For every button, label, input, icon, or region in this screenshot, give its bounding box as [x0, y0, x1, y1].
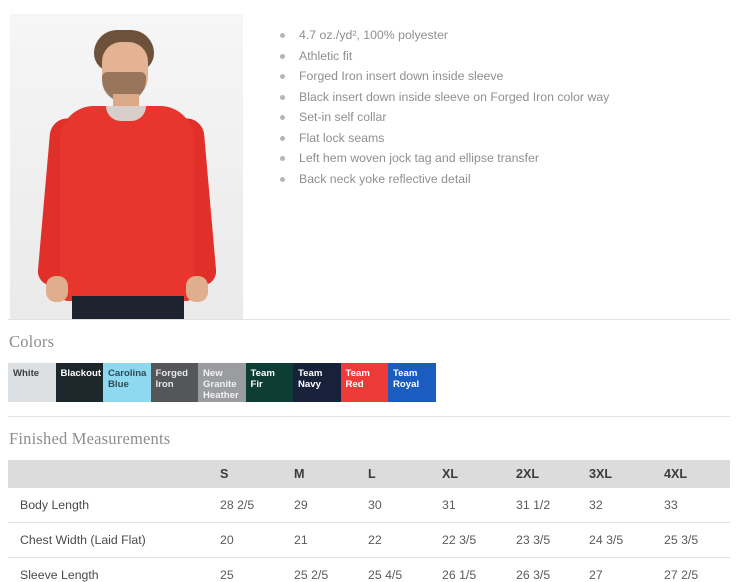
bullet-icon	[280, 176, 285, 182]
measurement-value: 27	[589, 568, 603, 582]
table-row: Chest Width (Laid Flat) 20 21 22 22 3/5 23 3/…	[8, 522, 730, 558]
product-feature-list: 4.7 oz./yd², 100% polyester Athletic fit F…	[280, 27, 738, 187]
color-swatch-label: Team Royal	[393, 368, 420, 390]
bullet-icon	[280, 156, 285, 161]
measurement-value: 26 3/5	[516, 568, 551, 582]
measurement-value: 31	[442, 488, 516, 523]
feature-text: Flat lock seams	[299, 130, 385, 145]
feature-item: Left hem woven jock tag and ellipse tran…	[280, 150, 738, 166]
color-swatch[interactable]: Forged Iron	[150, 363, 198, 402]
color-swatch-label: Carolina Blue	[108, 368, 147, 390]
color-swatch[interactable]: Carolina Blue	[103, 363, 151, 402]
measurement-value: 26 1/5	[442, 568, 477, 582]
divider-above-measurements	[8, 416, 730, 417]
color-swatch-label: Team Fir	[250, 368, 275, 390]
color-swatch-list: White Blackout Carolina Blue Forged Iron New…	[8, 363, 738, 402]
measurements-col-size: 2XL	[516, 460, 589, 488]
feature-text: Left hem woven jock tag and ellipse tran…	[299, 151, 539, 165]
model-shirt	[60, 106, 194, 301]
measurement-value: 29	[294, 488, 368, 523]
measurement-row-label: Body Length	[8, 488, 220, 523]
measurement-value: 23 3/5	[516, 522, 589, 558]
measurement-value: 25 4/5	[368, 568, 403, 582]
measurement-value: 30	[368, 488, 442, 523]
feature-text: Back neck yoke reflective detail	[299, 171, 471, 186]
measurement-value: 25 3/5	[664, 522, 730, 558]
model-collar	[106, 106, 146, 121]
measurements-col-size: 4XL	[664, 460, 730, 488]
measurement-value: 24 3/5	[589, 522, 664, 558]
measurements-col-size: S	[220, 460, 294, 488]
bullet-icon	[280, 94, 285, 100]
product-image[interactable]	[10, 14, 243, 319]
feature-text: 4.7 oz./yd², 100% polyester	[299, 28, 449, 42]
divider-above-colors	[8, 319, 730, 320]
model-pants	[72, 296, 184, 319]
color-swatch[interactable]: Team Fir	[245, 363, 293, 402]
feature-item: Athletic fit	[280, 48, 738, 64]
color-swatch-label: White	[13, 368, 40, 379]
product-overview: 4.7 oz./yd², 100% polyester Athletic fit F…	[10, 14, 738, 319]
measurement-value: 22 3/5	[442, 522, 516, 558]
measurement-row-label: Chest Width (Laid Flat)	[8, 522, 220, 558]
measurement-row-label: Sleeve Length	[20, 568, 99, 582]
feature-item: Forged Iron insert down inside sleeve	[280, 68, 738, 84]
colors-section: Colors White Blackout Carolina Blue Forged …	[0, 320, 738, 416]
measurements-col-size: M	[294, 460, 368, 488]
measurements-col-size: 3XL	[589, 460, 664, 488]
measurement-value: 25 2/5	[294, 568, 329, 582]
model-hand-right	[186, 276, 208, 302]
model-hand-left	[46, 276, 68, 302]
bullet-icon	[280, 135, 285, 141]
measurements-table-wrapper: S M L XL 2XL 3XL 4XL Body Length 28 2/5 29 30 31 31…	[8, 460, 730, 582]
measurements-col-label	[8, 460, 220, 488]
measurement-value: 20	[220, 522, 294, 558]
color-swatch[interactable]: Team Navy	[293, 363, 341, 402]
feature-item: Back neck yoke reflective detail	[280, 171, 738, 187]
measurements-heading: Finished Measurements	[9, 429, 171, 448]
color-swatch-label: Blackout	[60, 368, 102, 379]
feature-item: Black insert down inside sleeve on Forge…	[280, 89, 738, 105]
feature-text: Set-in self collar	[299, 110, 387, 124]
measurement-value: 33	[664, 488, 730, 523]
measurements-col-size: L	[368, 460, 442, 488]
measurement-value: 21	[294, 522, 368, 558]
measurement-value: 27 2/5	[664, 568, 699, 582]
colors-heading: Colors	[9, 332, 55, 351]
table-row: Body Length 28 2/5 29 30 31 31 1/2 32 33	[8, 488, 730, 523]
color-swatch[interactable]: White	[8, 363, 56, 402]
color-swatch-label: Team Navy	[298, 368, 323, 390]
feature-list-container: 4.7 oz./yd², 100% polyester Athletic fit F…	[243, 14, 738, 191]
feature-text: Forged Iron insert down inside sleeve	[299, 69, 504, 83]
bullet-icon	[280, 53, 285, 59]
color-swatch-label: Forged Iron	[155, 368, 189, 390]
measurements-col-size: XL	[442, 460, 516, 488]
feature-text: Athletic fit	[299, 48, 353, 63]
feature-item: Flat lock seams	[280, 130, 738, 146]
bullet-icon	[280, 115, 285, 120]
table-row: Sleeve Length 25 25 2/5 25 4/5 26 1/5 26 3/5 2…	[8, 558, 730, 582]
measurements-section: Finished Measurements S M L XL 2XL 3XL 4XL Bod…	[0, 417, 738, 582]
measurements-table: S M L XL 2XL 3XL 4XL Body Length 28 2/5 29 30 31 31…	[8, 460, 730, 582]
color-swatch[interactable]: Blackout	[55, 363, 103, 402]
feature-item: 4.7 oz./yd², 100% polyester	[280, 27, 738, 43]
measurement-value: 32	[589, 488, 664, 523]
measurement-value: 28 2/5	[220, 488, 294, 523]
measurement-value: 31 1/2	[516, 488, 589, 523]
bullet-icon	[280, 74, 285, 79]
bullet-icon	[280, 33, 285, 38]
feature-text: Black insert down inside sleeve on Forge…	[299, 89, 610, 104]
measurements-body: Body Length 28 2/5 29 30 31 31 1/2 32 33 Chest W…	[8, 488, 730, 582]
feature-item: Set-in self collar	[280, 109, 738, 125]
color-swatch-label: Team Red	[345, 368, 370, 390]
color-swatch-label: New Granite Heather	[203, 368, 239, 401]
color-swatch[interactable]: Team Red	[340, 363, 388, 402]
measurement-value: 25	[220, 568, 234, 582]
color-swatch[interactable]: Team Royal	[388, 363, 436, 402]
measurements-header-row: S M L XL 2XL 3XL 4XL	[8, 460, 730, 488]
color-swatch[interactable]: New Granite Heather	[198, 363, 246, 402]
measurement-value: 22	[368, 522, 442, 558]
